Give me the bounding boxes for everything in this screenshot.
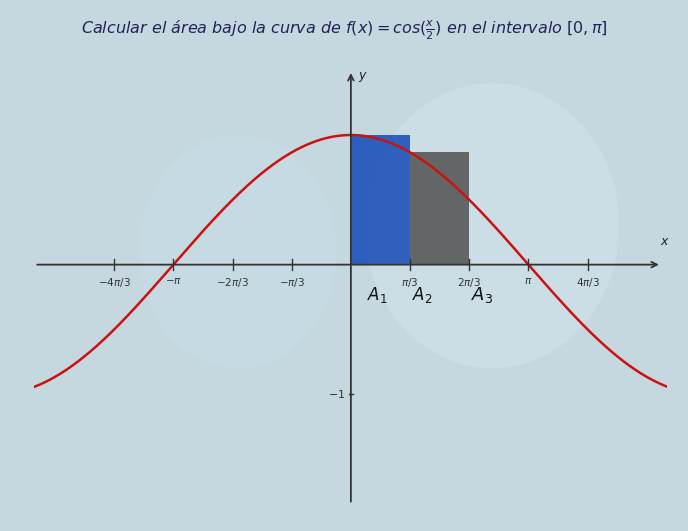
Bar — [351, 135, 410, 264]
Text: $\pi$: $\pi$ — [524, 276, 533, 286]
Bar — [410, 152, 469, 264]
Text: Calcular el área bajo la curva de $f(x) = cos(\frac{x}{2})$ en el intervalo $[0,: Calcular el área bajo la curva de $f(x) … — [80, 19, 608, 42]
Text: $-\pi$: $-\pi$ — [165, 276, 182, 286]
Ellipse shape — [139, 135, 336, 369]
Text: $A_1$: $A_1$ — [367, 285, 388, 305]
Text: $-2\pi/3$: $-2\pi/3$ — [216, 276, 249, 289]
Ellipse shape — [365, 83, 619, 369]
Text: $-\pi/3$: $-\pi/3$ — [279, 276, 305, 289]
Text: $4\pi/3$: $4\pi/3$ — [576, 276, 600, 289]
Text: $\pi/3$: $\pi/3$ — [401, 276, 419, 289]
Text: $y$: $y$ — [358, 70, 367, 84]
Text: $-4\pi/3$: $-4\pi/3$ — [98, 276, 131, 289]
Text: $x$: $x$ — [660, 235, 669, 248]
Text: $A_2$: $A_2$ — [412, 285, 433, 305]
Text: $-1$: $-1$ — [328, 388, 345, 400]
Text: $2\pi/3$: $2\pi/3$ — [458, 276, 482, 289]
Text: $A_3$: $A_3$ — [471, 285, 493, 305]
